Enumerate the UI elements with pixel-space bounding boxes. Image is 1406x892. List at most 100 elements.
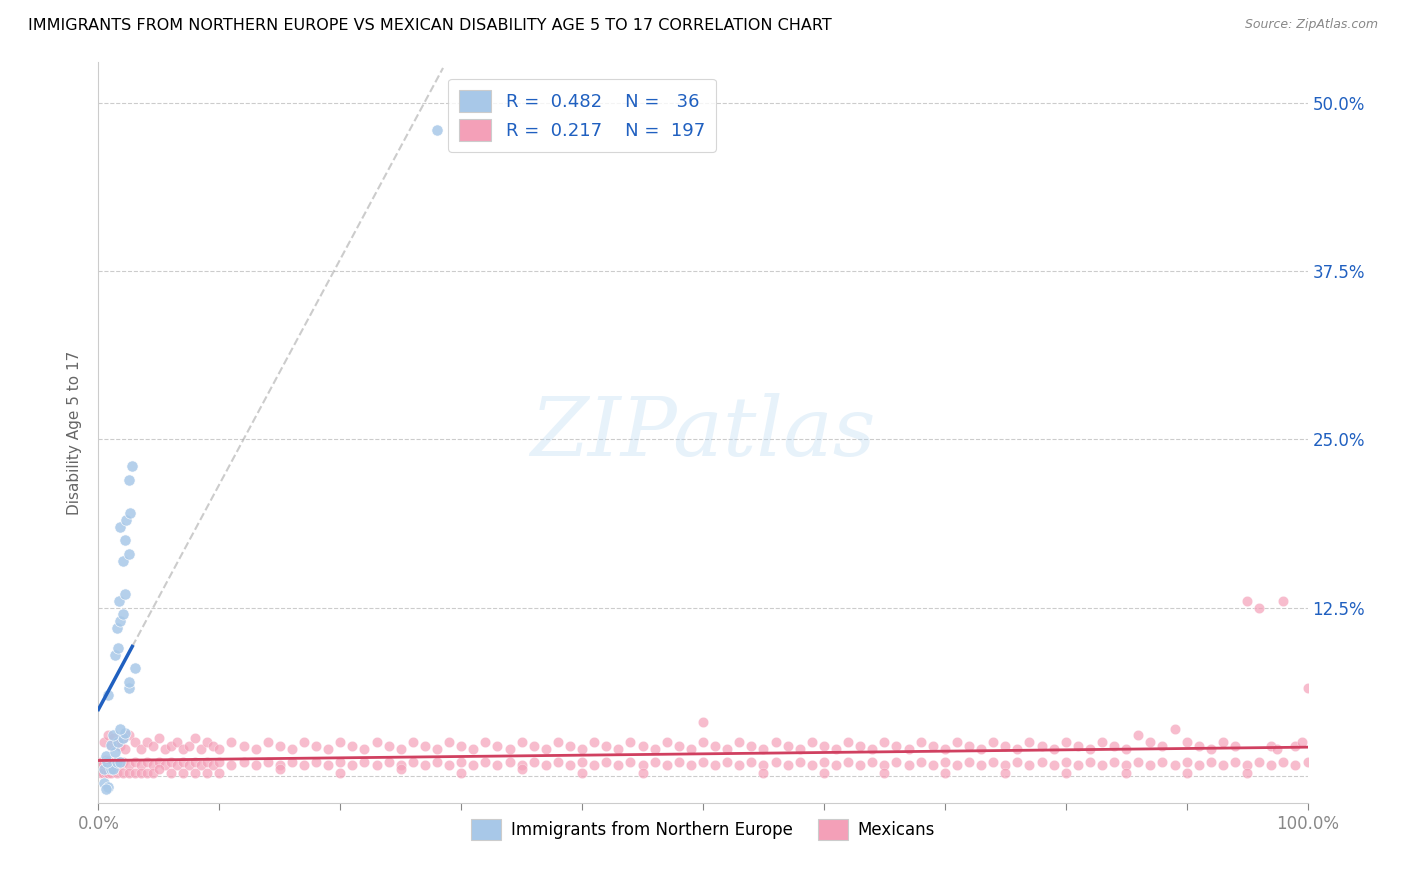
Point [105,766,128,780]
Point [142,766,165,780]
Point [1007,756,1029,770]
Point [94,766,117,780]
Point [389,762,412,776]
Point [607,758,630,772]
Point [498,756,520,770]
Point [377,739,399,754]
Point [93,762,115,776]
Point [704,739,727,754]
Point [970,758,993,772]
Point [148,731,170,746]
Point [256,735,278,749]
Point [1291,735,1313,749]
Point [765,756,787,770]
Point [1188,739,1211,754]
Point [1115,766,1137,780]
Point [946,735,969,749]
Point [101,729,124,743]
Point [655,758,678,772]
Point [118,766,141,780]
Point [105,735,128,749]
Point [413,758,436,772]
Point [202,758,225,772]
Point [195,756,218,770]
Point [114,587,136,601]
Point [221,758,243,772]
Point [450,756,472,770]
Point [377,756,399,770]
Point [97,756,120,770]
Point [256,756,278,770]
Point [1067,758,1090,772]
Point [1042,742,1064,756]
Point [837,756,859,770]
Point [740,739,762,754]
Point [728,735,751,749]
Point [534,742,557,756]
Point [179,758,201,772]
Point [135,735,157,749]
Point [946,758,969,772]
Point [90,756,112,770]
Point [789,742,811,756]
Point [1236,758,1258,772]
Point [111,553,134,567]
Point [776,739,799,754]
Point [1236,766,1258,780]
Point [957,739,980,754]
Point [1296,681,1319,696]
Point [402,756,425,770]
Point [114,726,136,740]
Point [135,766,157,780]
Point [101,756,124,770]
Point [101,731,124,746]
Point [329,766,352,780]
Point [679,758,702,772]
Point [1139,735,1161,749]
Point [523,756,546,770]
Point [91,758,114,772]
Point [994,766,1017,780]
Point [1260,758,1282,772]
Point [583,758,606,772]
Point [860,742,883,756]
Point [644,756,666,770]
Point [269,758,291,772]
Point [108,758,131,772]
Point [558,758,581,772]
Text: IMMIGRANTS FROM NORTHERN EUROPE VS MEXICAN DISABILITY AGE 5 TO 17 CORRELATION CH: IMMIGRANTS FROM NORTHERN EUROPE VS MEXIC… [28,18,832,33]
Point [153,758,176,772]
Point [366,735,388,749]
Point [1236,594,1258,608]
Point [93,735,115,749]
Point [245,758,267,772]
Point [668,739,690,754]
Point [1115,742,1137,756]
Point [1199,742,1222,756]
Point [752,742,775,756]
Point [474,735,496,749]
Point [1067,739,1090,754]
Point [510,762,533,776]
Point [121,459,143,474]
Point [825,758,848,772]
Point [1223,756,1246,770]
Point [813,756,835,770]
Point [129,758,152,772]
Point [108,739,131,754]
Point [728,758,751,772]
Point [107,735,129,749]
Point [571,766,593,780]
Point [104,745,127,759]
Point [402,735,425,749]
Point [692,735,714,749]
Point [100,739,122,754]
Point [111,731,134,746]
Point [1212,758,1234,772]
Point [108,594,131,608]
Point [849,758,872,772]
Point [172,766,194,780]
Point [195,735,218,749]
Point [1249,756,1271,770]
Point [571,756,593,770]
